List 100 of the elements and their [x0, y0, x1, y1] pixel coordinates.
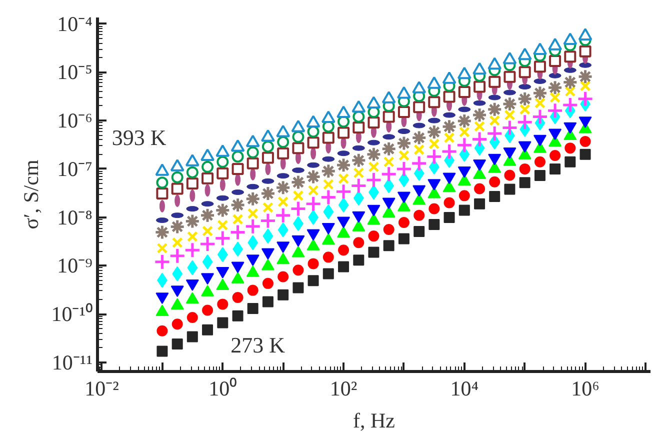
- point: [247, 208, 258, 219]
- point: [549, 55, 562, 68]
- point: [246, 146, 259, 158]
- point: [156, 325, 168, 336]
- point: [383, 156, 394, 168]
- point: [474, 80, 486, 93]
- point: [260, 212, 276, 229]
- point: [578, 68, 594, 84]
- point: [380, 166, 398, 182]
- point: [262, 152, 274, 164]
- point: [292, 130, 304, 143]
- point: [398, 172, 410, 188]
- point: [580, 136, 591, 147]
- point: [320, 188, 337, 206]
- point: [428, 96, 440, 108]
- point: [428, 203, 440, 214]
- point: [322, 178, 334, 190]
- point: [489, 190, 500, 202]
- point: [232, 150, 244, 163]
- point: [353, 167, 364, 178]
- point: [260, 186, 276, 202]
- point: [504, 170, 516, 181]
- point: [278, 271, 289, 282]
- point: [534, 156, 546, 168]
- point: [579, 45, 592, 58]
- point: [262, 296, 274, 308]
- point: [471, 131, 488, 148]
- point: [519, 177, 530, 188]
- point: [336, 157, 352, 173]
- point: [550, 92, 561, 103]
- point: [156, 346, 168, 357]
- point: [186, 312, 198, 323]
- point: [248, 235, 258, 250]
- point: [247, 284, 258, 296]
- point: [564, 50, 576, 63]
- point: [411, 130, 427, 146]
- point: [534, 60, 546, 73]
- point: [156, 176, 168, 189]
- point: [217, 220, 228, 231]
- point: [532, 85, 548, 101]
- point: [202, 304, 214, 316]
- point: [353, 254, 364, 266]
- point: [396, 135, 412, 151]
- point: [216, 167, 229, 180]
- point: [474, 198, 486, 210]
- y-axis-title: σ′, S/cm: [19, 160, 44, 230]
- point: [456, 136, 473, 154]
- point: [365, 172, 382, 188]
- point: [550, 150, 561, 161]
- point: [428, 138, 440, 150]
- x-tick-label: 10⁻²: [84, 376, 119, 400]
- point: [368, 230, 380, 242]
- point: [458, 86, 470, 98]
- point: [413, 101, 426, 114]
- point: [577, 90, 594, 108]
- point: [486, 125, 503, 142]
- point: [277, 136, 290, 148]
- point: [444, 132, 455, 144]
- point: [444, 197, 455, 208]
- point: [338, 126, 350, 139]
- point: [290, 200, 306, 218]
- point: [458, 204, 470, 216]
- point: [488, 76, 501, 88]
- point: [217, 317, 228, 328]
- point: [366, 146, 382, 162]
- point: [501, 120, 518, 136]
- point: [307, 136, 320, 149]
- point: [352, 121, 365, 134]
- point: [502, 96, 518, 112]
- point: [278, 289, 289, 300]
- point: [230, 197, 246, 213]
- point: [519, 163, 530, 174]
- point: [338, 261, 350, 272]
- point: [172, 318, 183, 330]
- point: [186, 166, 198, 178]
- point: [278, 196, 289, 208]
- point: [171, 182, 184, 195]
- point: [504, 184, 516, 195]
- y-tick-label: 10⁻⁵: [57, 60, 93, 84]
- point: [232, 162, 244, 175]
- annotation: 393 K: [112, 124, 166, 150]
- x-tick-label: 10⁰: [208, 376, 237, 400]
- point: [308, 184, 319, 196]
- point: [292, 264, 304, 276]
- point: [247, 303, 258, 314]
- point: [414, 144, 425, 156]
- point: [244, 218, 262, 235]
- point: [154, 254, 170, 270]
- point: [550, 163, 561, 174]
- y-tick-label: 10⁻⁶: [57, 108, 93, 133]
- point: [398, 217, 410, 228]
- point: [532, 108, 548, 125]
- point: [368, 161, 380, 172]
- point: [396, 160, 412, 178]
- point: [381, 141, 397, 157]
- point: [410, 155, 428, 172]
- point: [338, 244, 350, 256]
- point: [320, 163, 336, 179]
- point: [489, 115, 500, 126]
- point: [516, 114, 534, 130]
